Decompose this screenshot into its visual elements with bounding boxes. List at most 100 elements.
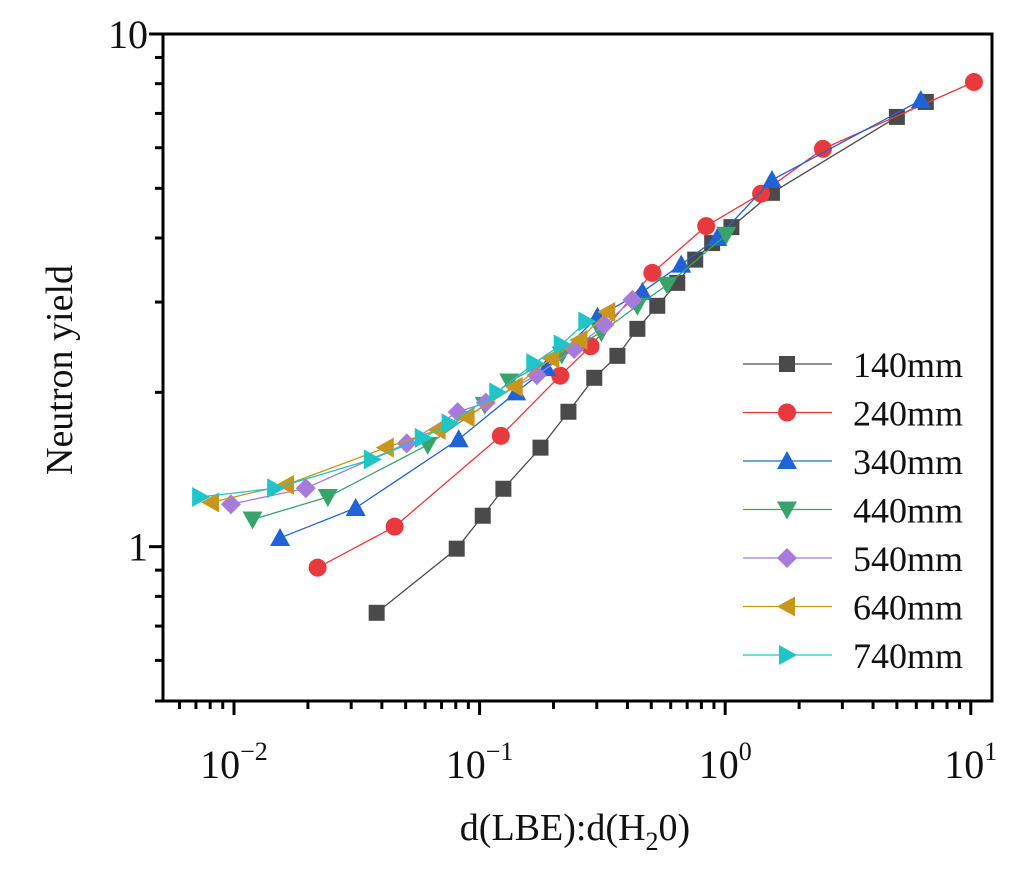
x-axis-title-subscript: 2 [646,827,659,856]
data-point-240mm [551,366,570,385]
legend-label: 440mm [853,491,963,531]
data-point-140mm [609,347,626,364]
legend-label: 740mm [853,636,963,676]
data-point-540mm [295,478,316,499]
data-point-340mm [448,429,469,448]
x-tick-label: 100 [699,737,752,787]
legend-item-240mm: 240mm [743,394,963,434]
data-point-240mm [643,263,662,282]
legend-marker [779,645,797,665]
series-640mm [201,301,616,513]
data-point-340mm [270,527,291,546]
data-point-240mm [964,73,983,92]
legend-marker [777,548,797,568]
series-740mm [192,311,597,507]
data-point-340mm [707,228,728,247]
x-tick-label: 101 [944,737,997,787]
legend-label: 340mm [853,442,963,482]
data-point-740mm [526,353,545,374]
data-point-440mm [716,226,737,245]
series-line-140mm [376,101,927,614]
legend-marker [777,451,797,469]
legend: 140mm 240mm 340mm 440mm 540mm 640mm 740mm [743,345,963,676]
x-tick-label-exponent: −1 [486,737,514,766]
data-point-640mm [569,330,588,351]
data-point-640mm [597,301,616,322]
data-point-340mm [761,170,782,189]
series-line-740mm [200,320,587,498]
legend-item-140mm: 140mm [743,345,963,385]
x-tick-label-base: 10 [699,742,739,787]
data-point-440mm [242,511,263,530]
series-layer [192,73,983,621]
data-point-140mm [368,604,385,621]
data-point-440mm [657,276,678,295]
data-point-140mm [586,369,603,386]
x-axis-title-end: 0) [659,807,691,849]
data-point-240mm [491,426,510,445]
x-tick-label-exponent: 0 [739,737,752,766]
x-tick-label: 10−1 [446,737,514,787]
x-tick-label-base: 10 [200,742,240,787]
data-point-140mm [532,439,549,456]
y-tick-label: 10 [108,12,148,57]
data-point-540mm [526,365,547,386]
data-point-540mm [622,289,643,310]
data-point-140mm [649,297,666,314]
y-axis-title: Neutron yield [39,265,81,475]
data-point-340mm [345,497,366,516]
legend-item-540mm: 540mm [743,539,963,579]
legend-item-640mm: 640mm [743,588,963,628]
plot-frame [161,32,994,703]
data-point-240mm [752,184,771,203]
x-axis-title-main: d(LBE):d(H [460,807,646,849]
axis-ticks [149,32,973,715]
data-point-740mm [578,311,597,332]
legend-label: 540mm [853,539,963,579]
data-point-140mm [495,480,512,497]
legend-item-440mm: 440mm [743,491,963,531]
data-point-140mm [474,507,491,524]
y-tick-label: 1 [128,525,148,570]
data-point-740mm [267,478,286,499]
legend-label: 640mm [853,588,963,628]
data-point-240mm [308,558,327,577]
legend-item-340mm: 340mm [743,442,963,482]
series-140mm [368,93,934,621]
legend-marker [777,596,795,617]
legend-item-740mm: 740mm [743,636,963,676]
legend-marker [778,403,796,422]
x-tick-label-exponent: 1 [984,737,997,766]
legend-marker [777,501,797,520]
data-point-640mm [201,492,220,513]
data-point-740mm [414,427,433,448]
data-point-740mm [363,449,382,470]
series-line-640mm [210,311,608,504]
data-point-240mm [813,139,832,158]
data-point-640mm [375,437,394,458]
data-point-140mm [560,403,577,420]
x-tick-label-exponent: −2 [240,737,268,766]
data-point-740mm [192,486,211,507]
x-axis-title: d(LBE):d(H20) [460,807,690,856]
data-point-140mm [888,108,905,125]
x-tick-label-base: 10 [446,742,486,787]
legend-label: 240mm [853,394,963,434]
data-point-140mm [448,540,465,557]
series-340mm [270,90,931,546]
data-point-140mm [629,320,646,337]
series-line-540mm [230,299,633,505]
data-point-240mm [697,217,716,236]
data-point-240mm [385,517,404,536]
x-tick-label: 10−2 [200,737,268,787]
x-tick-label-base: 10 [944,742,984,787]
data-point-640mm [504,376,523,397]
data-point-140mm [687,251,704,268]
data-point-340mm [910,90,931,109]
data-point-740mm [489,382,508,403]
legend-label: 140mm [853,345,963,385]
legend-marker [779,356,795,372]
data-point-440mm [317,488,338,507]
